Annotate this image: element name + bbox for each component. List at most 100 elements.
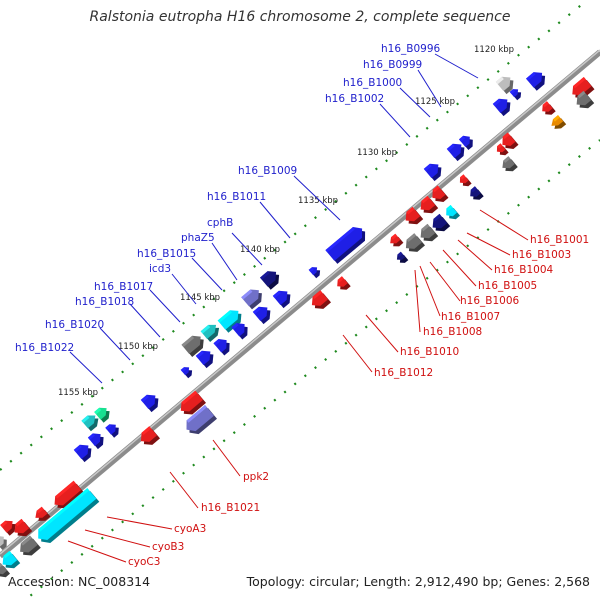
gene-label-phaZ5[interactable]: phaZ5 — [181, 232, 215, 244]
gene-label-cyoC3[interactable]: cyoC3 — [128, 556, 160, 568]
gene-h16_B1002-highlight — [446, 143, 455, 152]
gene-phaZ5-highlight — [241, 289, 253, 300]
gene-h16_B1001 — [572, 77, 592, 96]
gene-red-r6-highlight — [391, 233, 398, 240]
gene-h16_B1020-highlight — [180, 367, 186, 373]
gene-label-h16_B1000[interactable]: h16_B1000 — [343, 77, 402, 89]
gene-orange — [551, 115, 564, 126]
summary-text: Topology: circular; Length: 2,912,490 bp… — [246, 574, 590, 589]
map-title: Ralstonia eutropha H16 chromosome 2, com… — [89, 9, 511, 25]
gene-h16_B1008-highlight — [406, 233, 417, 242]
gene-blue-c-highlight — [231, 323, 239, 330]
gene-h16_B1021-highlight — [141, 426, 152, 435]
gene-label-h16_B1021[interactable]: h16_B1021 — [201, 502, 260, 514]
gene-h16_B1009-highlight — [325, 227, 355, 253]
gene-gray-r1-highlight — [577, 90, 586, 99]
gene-red-cluster-highlight — [55, 480, 76, 499]
gene-h16_B1007-highlight — [421, 223, 430, 232]
gene-blue-f-highlight — [87, 433, 95, 440]
gene-gray-left — [0, 536, 4, 547]
gene-h16_B1010-highlight — [337, 276, 344, 283]
gene-h16_B1015 — [217, 310, 239, 330]
gene-red-tri-highlight — [542, 101, 549, 108]
gene-gray-bottom-highlight — [0, 563, 3, 568]
gene-label-h16_B1005[interactable]: h16_B1005 — [478, 280, 537, 292]
gene-h16_B0996-highlight — [526, 72, 536, 81]
gene-cyoC3-highlight — [3, 550, 12, 559]
gene-label-ppk2[interactable]: ppk2 — [243, 471, 269, 483]
backbone-line — [0, 49, 600, 559]
gene-h16_B1000-highlight — [459, 135, 466, 142]
gene-label-h16_B1001[interactable]: h16_B1001 — [530, 234, 589, 246]
gene-label-cphB[interactable]: cphB — [207, 217, 233, 229]
red-leader-lines — [67, 209, 529, 563]
gene-ppk2-highlight — [181, 390, 198, 405]
blue-leader-lines — [69, 53, 479, 384]
outer-dotted-track — [0, 0, 590, 471]
gene-red-r4-highlight — [460, 174, 466, 180]
scale-label: 1125 kbp — [415, 97, 455, 107]
gene-features — [0, 72, 595, 578]
backbone-highlight — [0, 49, 600, 555]
accession-text: Accession: NC_008314 — [8, 574, 151, 589]
gene-h16_B1015-highlight — [217, 310, 232, 323]
gene-label-h16_B1007[interactable]: h16_B1007 — [441, 311, 500, 323]
gene-cyoA3 — [38, 488, 97, 540]
gene-icd3-highlight — [200, 324, 211, 334]
gene-light-gray-highlight — [495, 76, 504, 85]
gene-label-h16_B0999[interactable]: h16_B0999 — [363, 59, 422, 71]
gene-label-h16_B1012[interactable]: h16_B1012 — [374, 367, 433, 379]
gene-label-h16_B1009[interactable]: h16_B1009 — [238, 165, 297, 177]
gene-red-left-highlight — [0, 520, 8, 528]
gene-label-h16_B1017[interactable]: h16_B1017 — [94, 281, 153, 293]
gene-label-h16_B1003[interactable]: h16_B1003 — [512, 249, 571, 261]
gene-label-cyoB3[interactable]: cyoB3 — [152, 541, 184, 553]
gene-blue-d-highlight — [195, 350, 204, 359]
gene-label-h16_B1015[interactable]: h16_B1015 — [137, 248, 196, 260]
scale-label: 1120 kbp — [474, 45, 514, 55]
scale-label: 1140 kbp — [240, 245, 280, 255]
gene-label-h16_B1011[interactable]: h16_B1011 — [207, 191, 266, 203]
gene-blue-pair-highlight — [272, 290, 281, 299]
gene-label-h16_B1022[interactable]: h16_B1022 — [15, 342, 74, 354]
gene-h16_B1017 — [181, 335, 201, 354]
scale-label: 1155 kbp — [58, 388, 98, 398]
gene-navy-r-highlight — [470, 186, 477, 193]
gene-label-h16_B1018[interactable]: h16_B1018 — [75, 296, 134, 308]
gene-h16_B1004-highlight — [421, 195, 430, 204]
gene-label-h16_B1020[interactable]: h16_B1020 — [45, 319, 104, 331]
gene-cyoA3-highlight — [38, 488, 90, 532]
gene-green-highlight — [94, 407, 102, 415]
scale-label: 1150 kbp — [118, 342, 158, 352]
gene-small-blue-highlight — [509, 89, 515, 95]
gene-label-h16_B1004[interactable]: h16_B1004 — [494, 264, 554, 276]
gene-h16_B1006-highlight — [433, 213, 442, 222]
gene-label-h16_B0996[interactable]: h16_B0996 — [381, 43, 441, 55]
gene-ppk2-b-highlight — [186, 405, 207, 423]
gene-h16_B1012-highlight — [312, 290, 323, 299]
gene-h16_B1018-highlight — [213, 339, 221, 346]
gene-ppk2-b — [186, 405, 214, 432]
gene-blue-b-highlight — [252, 306, 261, 315]
scale-label: 1130 kbp — [357, 148, 397, 158]
gene-label-h16_B1008[interactable]: h16_B1008 — [423, 326, 482, 338]
gene-ppk2 — [180, 390, 203, 412]
gene-gray-r2-highlight — [503, 156, 511, 163]
gene-label-h16_B1002[interactable]: h16_B1002 — [325, 93, 384, 105]
gene-blue-e-highlight — [105, 424, 112, 431]
gene-label-h16_B1006[interactable]: h16_B1006 — [460, 295, 520, 307]
gene-h16_B1005-highlight — [446, 205, 453, 211]
gene-h16_B1003-highlight — [432, 185, 440, 193]
gene-red-cluster — [54, 480, 82, 506]
gene-navy-r2-highlight — [397, 251, 403, 257]
gene-label-cyoA3[interactable]: cyoA3 — [174, 523, 206, 535]
gene-h16_B1017-highlight — [181, 335, 195, 348]
gene-cyoB3-highlight — [20, 535, 32, 546]
gene-cyoB3 — [20, 535, 38, 553]
scale-label: 1145 kbp — [180, 293, 220, 303]
gene-label-icd3[interactable]: icd3 — [149, 263, 171, 275]
gene-red-r5-highlight — [406, 206, 415, 215]
gene-label-h16_B1010[interactable]: h16_B1010 — [400, 346, 459, 358]
